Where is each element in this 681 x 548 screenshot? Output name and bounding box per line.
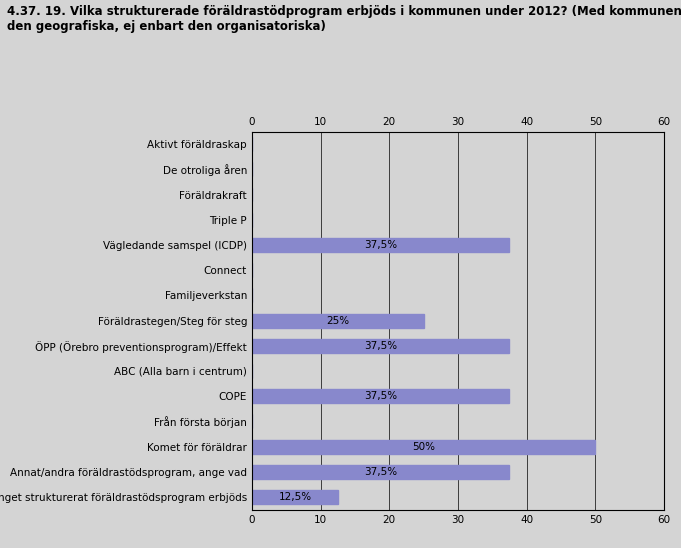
Bar [252,339,509,353]
Text: 4.37. 19. Vilka strukturerade föräldrastödprogram erbjöds i kommunen under 2012?: 4.37. 19. Vilka strukturerade föräldrast… [7,5,681,19]
Bar [252,465,509,479]
Bar [252,439,595,454]
Bar [252,313,424,328]
Text: 37,5%: 37,5% [364,467,397,477]
Text: 37,5%: 37,5% [364,240,397,250]
Bar [252,490,338,504]
Text: 12,5%: 12,5% [279,492,311,502]
Text: 50%: 50% [412,442,435,452]
Bar [252,238,509,252]
Text: den geografiska, ej enbart den organisatoriska): den geografiska, ej enbart den organisat… [7,20,326,33]
Text: 37,5%: 37,5% [364,391,397,401]
Bar [252,389,509,403]
Text: 37,5%: 37,5% [364,341,397,351]
Text: 25%: 25% [326,316,349,326]
